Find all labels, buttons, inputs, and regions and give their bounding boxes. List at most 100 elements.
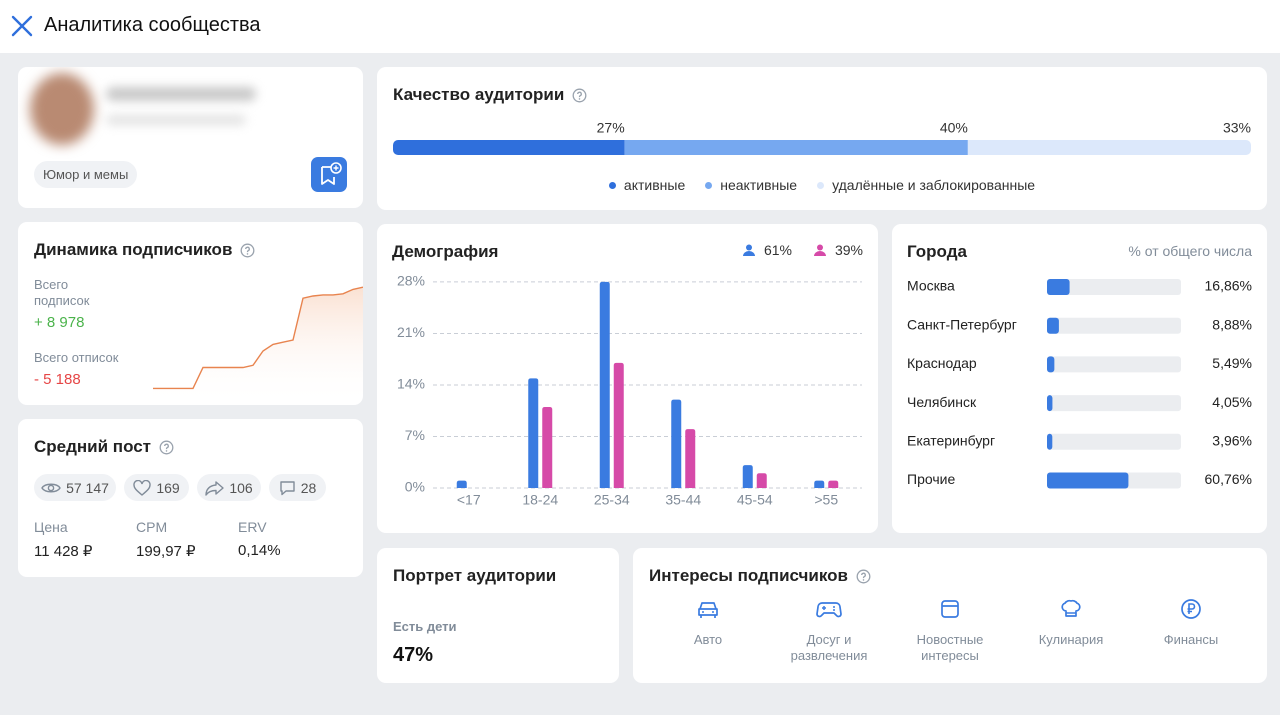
legend-item: 39% (813, 242, 863, 258)
help-icon[interactable] (856, 569, 871, 584)
city-value-label: 3,96% (1212, 433, 1252, 449)
legend-item: неактивные (705, 177, 797, 193)
icon-head (816, 244, 823, 250)
city-label: Санкт-Петербург (907, 316, 1017, 332)
city-label: Прочие (907, 471, 955, 487)
bookmark-button[interactable] (311, 157, 347, 192)
metric-value: 11 428 ₽ (34, 543, 93, 560)
legend-icon (742, 244, 755, 256)
profile-card: Юмор и мемы (18, 67, 363, 208)
city-label: Челябинск (907, 394, 977, 410)
blurred-name (106, 87, 256, 101)
metric-value: 199,97 ₽ (136, 543, 196, 560)
legend-dot (817, 181, 825, 189)
bar-track (1047, 356, 1181, 373)
unsubscribed-label: Всего отписок (34, 350, 119, 365)
interests-title: Интересы подписчиков (649, 566, 848, 585)
interest-label: Кулинария (1038, 632, 1104, 647)
portrait-card: Портрет аудитории Есть дети 47% (377, 548, 619, 683)
interests-card: Интересы подписчиков Авто Досуг и развле… (633, 548, 1267, 683)
trend-area (153, 287, 363, 405)
legend-item: 61% (742, 242, 792, 258)
help-icon[interactable] (240, 243, 255, 258)
subscribed-value: + 8 978 (34, 314, 85, 331)
city-value-label: 8,88% (1212, 316, 1252, 332)
subscribed-label: Всего подписок (34, 277, 90, 308)
help-icon[interactable] (572, 88, 587, 103)
interest-label: Новостные интересы (916, 632, 984, 663)
avatar (30, 73, 94, 145)
legend-label: активные (623, 177, 686, 193)
quality-title: Качество аудитории (393, 85, 565, 104)
bar (828, 480, 839, 488)
help-icon[interactable] (159, 440, 174, 455)
blurred-info (106, 115, 246, 125)
city-value-label: 4,05% (1212, 394, 1252, 410)
portrait-value: 47% (393, 644, 434, 666)
legend-label: 39% (834, 242, 863, 258)
quality-card: Качество аудитории 27% 40% 33% активные неа… (377, 67, 1267, 210)
legend-item: удалённые и заблокированные (817, 177, 1035, 193)
demography-title: Демография (392, 242, 499, 261)
unsubscribed-value: - 5 188 (34, 371, 81, 388)
reposts-pill: 106 (197, 474, 261, 501)
bar (1047, 317, 1059, 334)
cities-chart: Москва 16,86% Санкт-Петербург 8,88% Краснода… (907, 278, 1252, 489)
quality-chart: 27% 40% 33% (393, 120, 1251, 155)
bar (814, 480, 825, 488)
bar (1047, 356, 1055, 373)
dynamics-title: Динамика подписчиков (34, 240, 233, 259)
x-tick-label: 35-44 (665, 492, 701, 508)
quality-legend: активные неактивные удалённые и заблокиров… (377, 177, 1267, 193)
portrait-label: Есть дети (393, 619, 457, 634)
cities-subtitle: % от общего числа (1128, 243, 1252, 259)
y-tick-label: 21% (397, 324, 425, 340)
interest-item[interactable]: Досуг и развлечения (779, 598, 879, 664)
city-value-label: 60,76% (1205, 471, 1252, 487)
quality-segment (624, 140, 968, 155)
interest-label: Авто (693, 632, 723, 647)
reposts-count: 106 (229, 479, 253, 496)
category-tag[interactable]: Юмор и мемы (34, 161, 138, 188)
x-tick-label: 45-54 (737, 492, 773, 508)
bar-track (1047, 395, 1181, 412)
city-value-label: 16,86% (1205, 278, 1252, 294)
y-tick-label: 14% (397, 376, 425, 392)
quality-value-label: 33% (1223, 120, 1251, 136)
comments-count: 28 (300, 479, 317, 496)
interest-item[interactable]: Авто (658, 598, 758, 648)
bar (685, 429, 696, 488)
cities-card: Города % от общего числа Москва 16,86% Сан… (892, 224, 1267, 533)
city-label: Краснодар (907, 355, 977, 371)
interest-item[interactable]: Финансы (1141, 598, 1241, 648)
metric-label: Цена (34, 519, 68, 535)
quality-value-label: 40% (940, 120, 968, 136)
legend-item: активные (608, 177, 686, 193)
legend-dot (608, 181, 616, 189)
city-label: Москва (907, 278, 955, 294)
city-label: Екатеринбург (907, 433, 995, 449)
city-value-label: 5,49% (1212, 355, 1252, 371)
likes-pill: 169 (124, 474, 189, 501)
demography-chart: 0% 7% 14% 21% 28% <17 18-24 25-34 35-44 45-54 >55 (397, 273, 862, 508)
x-tick-label: 25-34 (594, 492, 630, 508)
quality-value-label: 27% (597, 120, 625, 136)
metric-label: ERV (238, 519, 267, 535)
close-button[interactable] (11, 15, 33, 37)
bar (671, 399, 682, 488)
bar (613, 362, 624, 488)
interest-item[interactable]: Кулинария (1021, 598, 1121, 648)
y-tick-label: 28% (397, 273, 425, 289)
y-tick-label: 0% (405, 479, 425, 495)
demography-card: 0% 7% 14% 21% 28% <17 18-24 25-34 35-44 45-54 >55 … (377, 224, 878, 533)
quality-segment (967, 140, 1251, 155)
interest-label: Досуг и развлечения (790, 632, 868, 663)
avg-post-card: Средний пост 57 147 169 106 28 Цена 11 42… (18, 419, 363, 577)
header: Аналитика сообщества (0, 0, 1280, 53)
cities-title: Города (907, 242, 967, 261)
interest-item[interactable]: Новостные интересы (900, 598, 1000, 664)
bar (1047, 395, 1053, 412)
comments-pill: 28 (269, 474, 326, 501)
views-count: 57 147 (66, 479, 109, 496)
